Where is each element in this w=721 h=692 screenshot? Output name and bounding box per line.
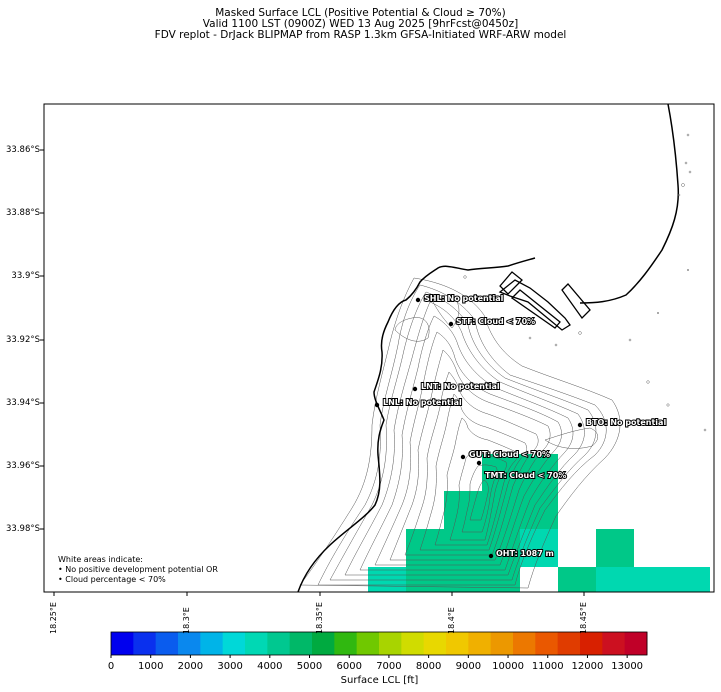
colorbar-swatch <box>245 632 268 655</box>
lcl-cell <box>596 529 634 567</box>
station-label: BTO: No potential <box>586 418 666 427</box>
colorbar-swatch <box>602 632 626 655</box>
y-tick-label: 33.92°S <box>6 335 40 345</box>
y-tick-label: 33.9°S <box>11 271 40 281</box>
colorbar-swatch <box>379 632 402 655</box>
title-line-1: Masked Surface LCL (Positive Potential &… <box>215 7 506 19</box>
colorbar <box>110 632 648 658</box>
x-tick-label: 18.35°E <box>315 602 324 634</box>
station-label: LNT: No potential <box>421 382 500 391</box>
colorbar-swatch <box>222 632 246 655</box>
note-line: White areas indicate: <box>58 555 144 564</box>
station-label: OHT: 1087 m <box>496 549 554 558</box>
colorbar-swatch <box>490 632 514 655</box>
lcl-cell <box>406 529 520 567</box>
colorbar-tick-label: 1000 <box>137 661 164 672</box>
y-tick-marks <box>40 149 44 530</box>
station-stf: STF: Cloud < 70% <box>448 316 536 327</box>
station-label: LNL: No potential <box>383 398 462 407</box>
x-tick-marks <box>53 592 585 596</box>
station-lnl: LNL: No potential <box>374 397 463 408</box>
y-tick-label: 33.98°S <box>6 524 40 534</box>
colorbar-tick-label: 3000 <box>217 661 243 672</box>
colorbar-frame <box>110 631 648 656</box>
y-tick-label: 33.94°S <box>6 398 40 408</box>
x-tick-label: 18.25°E <box>49 602 58 634</box>
colorbar-swatch <box>423 632 447 655</box>
small-features <box>463 133 707 432</box>
colorbar-swatch <box>356 632 380 655</box>
colorbar-tick-label: 2000 <box>177 661 204 672</box>
lcl-cell <box>520 529 558 567</box>
colorbar-swatch <box>446 632 469 655</box>
stations-layer: SHL: No potential STF: Cloud < 70% LNT: … <box>374 293 667 559</box>
station-label: STF: Cloud < 70% <box>456 317 535 326</box>
lcl-cell <box>596 567 710 592</box>
colorbar-swatch <box>513 632 536 655</box>
colorbar-tick-label: 12000 <box>571 661 604 672</box>
map-frame <box>43 103 715 593</box>
colorbar-tick-label: 9000 <box>455 661 482 672</box>
colorbar-swatch <box>267 632 291 655</box>
colorbar-tick-label: 10000 <box>492 661 524 672</box>
x-tick-label: 18.4°E <box>447 607 456 634</box>
colorbar-swatch <box>334 632 358 655</box>
coastline-east <box>579 103 680 304</box>
y-tick-label: 33.96°S <box>6 461 40 471</box>
colorbar-swatch <box>155 632 179 655</box>
colorbar-tick-label: 11000 <box>531 661 564 672</box>
station-gut: GUT: Cloud < 70% <box>460 449 551 460</box>
lcl-cell <box>444 567 520 592</box>
colorbar-swatch <box>580 632 603 655</box>
station-oht: OHT: 1087 m <box>488 548 555 559</box>
station-bto: BTO: No potential <box>577 417 667 428</box>
colorbar-label: Surface LCL [ft] <box>340 675 419 686</box>
station-tmt: TMT: Cloud < 70% <box>476 460 567 481</box>
colorbar-tick-label: 6000 <box>336 661 362 672</box>
colorbar-tick-label: 4000 <box>257 661 283 672</box>
colorbar-tick-label: 8000 <box>415 661 442 672</box>
colorbar-swatch <box>289 632 313 655</box>
station-shl: SHL: No potential <box>415 293 505 304</box>
colorbar-tick-label: 5000 <box>296 661 323 672</box>
colorbar-swatch <box>557 632 581 655</box>
station-label: GUT: Cloud < 70% <box>469 450 550 459</box>
title-line-3: FDV replot - DrJack BLIPMAP from RASP 1.… <box>154 29 567 41</box>
colorbar-swatch <box>624 632 648 655</box>
colorbar-swatch <box>133 632 157 655</box>
terrain-contours <box>299 277 621 589</box>
colorbar-swatch <box>200 632 224 655</box>
colorbar-swatch <box>535 632 559 655</box>
y-tick-label: 33.86°S <box>6 145 40 155</box>
y-tick-label: 33.88°S <box>6 208 40 218</box>
colorbar-swatch <box>468 632 492 655</box>
station-lnt: LNT: No potential <box>412 381 501 392</box>
colorbar-swatch <box>178 632 201 655</box>
lcl-cell <box>482 454 558 492</box>
colorbar-tick-label: 7000 <box>376 661 402 672</box>
note-line: • Cloud percentage < 70% <box>58 575 166 584</box>
colorbar-swatch <box>401 632 425 655</box>
station-label: TMT: Cloud < 70% <box>485 471 566 480</box>
station-label: SHL: No potential <box>424 294 504 303</box>
note-line: • No positive development potential OR <box>58 565 218 574</box>
title-line-2: Valid 1100 LST (0900Z) WED 13 Aug 2025 [… <box>202 18 519 30</box>
x-tick-label: 18.3°E <box>182 607 191 634</box>
lcl-cell <box>368 567 406 592</box>
colorbar-tick-label: 13000 <box>611 661 644 672</box>
harbour <box>498 271 591 331</box>
colorbar-swatch <box>312 632 335 655</box>
lcl-cell <box>558 567 596 592</box>
coastline <box>297 257 536 593</box>
x-tick-label: 18.45°E <box>579 602 588 634</box>
colorbar-swatch <box>111 632 134 655</box>
colorbar-tick-label: 0 <box>107 661 115 672</box>
lcl-cell <box>406 567 444 592</box>
